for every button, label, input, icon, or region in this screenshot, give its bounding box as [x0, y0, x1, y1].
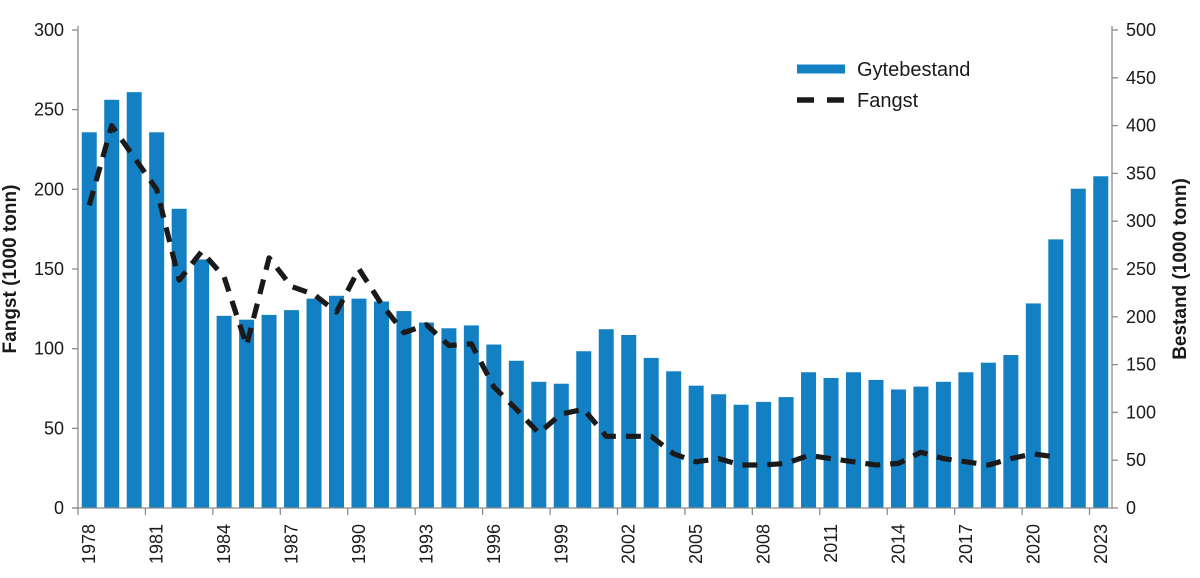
right-axis-title: Bestand (1000 tonn): [1170, 178, 1191, 360]
bar-1996: [486, 344, 502, 508]
x-axis-year-label: 2008: [754, 524, 774, 564]
x-axis-year-label: 1978: [79, 524, 99, 564]
right-axis-tick-label: 0: [1126, 498, 1136, 518]
left-axis-tick-label: 200: [34, 179, 64, 199]
bar-2008: [756, 401, 772, 508]
bar-2013: [868, 379, 884, 508]
x-axis-year-label: 1984: [214, 524, 234, 564]
bar-2015: [913, 386, 929, 508]
right-axis-tick-label: 350: [1126, 163, 1156, 183]
right-axis-tick-label: 400: [1126, 116, 1156, 136]
right-axis-tick-label: 100: [1126, 402, 1156, 422]
left-axis-tick-label: 300: [34, 20, 64, 40]
bar-2014: [890, 389, 906, 508]
left-axis-tick-label: 250: [34, 100, 64, 120]
fangst-line: [86, 123, 1057, 468]
bar-1986: [261, 314, 277, 508]
bar-1994: [441, 328, 457, 508]
x-axis-year-label: 1987: [282, 524, 302, 564]
bar-1979: [104, 99, 120, 508]
bar-1993: [418, 322, 434, 508]
bar-2022: [1070, 188, 1086, 508]
bar-1985: [239, 319, 255, 508]
x-axis-year-label: 2017: [956, 524, 976, 564]
bar-2009: [778, 397, 794, 508]
x-axis-year-label: 1981: [147, 524, 167, 564]
left-axis-tick-label: 100: [34, 339, 64, 359]
bar-2010: [801, 372, 817, 508]
bar-1999: [553, 383, 569, 508]
bar-2007: [733, 404, 749, 508]
bar-1998: [531, 381, 547, 508]
bar-2023: [1093, 176, 1109, 508]
bar-1978: [81, 132, 97, 509]
bar-1989: [329, 295, 344, 508]
bar-2021: [1048, 239, 1064, 509]
bar-2017: [958, 372, 974, 508]
bar-2005: [688, 385, 704, 508]
bar-1995: [463, 325, 479, 508]
bar-1987: [284, 310, 300, 508]
bar-2012: [846, 372, 861, 508]
right-axis-tick-label: 450: [1126, 68, 1156, 88]
bar-2004: [666, 371, 682, 508]
bar-2002: [621, 334, 637, 508]
x-axis-year-label: 2020: [1023, 524, 1043, 564]
bar-1997: [508, 360, 524, 508]
x-axis-year-label: 2011: [821, 524, 841, 563]
bar-2001: [598, 329, 614, 508]
bar-1990: [351, 298, 367, 508]
x-axis-year-label: 2002: [619, 524, 639, 564]
bar-1992: [396, 311, 412, 508]
left-axis-tick-label: 50: [44, 418, 64, 438]
legend-label-fangst: Fangst: [857, 90, 919, 112]
x-axis-year-label: 2023: [1091, 524, 1111, 564]
x-axis-year-label: 2005: [686, 524, 706, 564]
left-axis-tick-label: 0: [54, 498, 64, 518]
left-axis-tick-label: 150: [34, 259, 64, 279]
right-axis-tick-label: 50: [1126, 450, 1146, 470]
x-axis-year-label: 1993: [416, 524, 436, 564]
bar-1991: [373, 301, 389, 508]
bar-2019: [1003, 355, 1019, 508]
left-axis-title: Fangst (1000 tonn): [0, 185, 21, 354]
bar-2011: [823, 377, 839, 508]
right-axis-tick-label: 200: [1126, 307, 1156, 327]
bar-1983: [194, 259, 210, 508]
x-axis-year-label: 1996: [484, 524, 504, 564]
right-axis-tick-label: 300: [1126, 211, 1156, 231]
legend-swatch-gytebestand: [797, 64, 845, 74]
bar-2000: [576, 351, 592, 508]
bar-1981: [149, 132, 165, 509]
x-axis-year-label: 1999: [551, 524, 571, 564]
right-axis-tick-label: 150: [1126, 355, 1156, 375]
bar-2018: [980, 362, 996, 508]
bar-1988: [306, 298, 322, 508]
right-axis-tick-label: 500: [1126, 20, 1156, 40]
bar-2006: [711, 394, 727, 508]
bar-1982: [171, 208, 187, 508]
bar-2016: [935, 381, 951, 508]
legend-label-gytebestand: Gytebestand: [857, 59, 970, 81]
bar-2003: [643, 357, 659, 508]
bar-1980: [126, 92, 142, 508]
bar-2020: [1025, 303, 1041, 508]
bar-1984: [216, 315, 232, 508]
x-axis-year-label: 2014: [888, 524, 908, 564]
x-axis-year-label: 1990: [349, 524, 369, 564]
right-axis-tick-label: 250: [1126, 259, 1156, 279]
